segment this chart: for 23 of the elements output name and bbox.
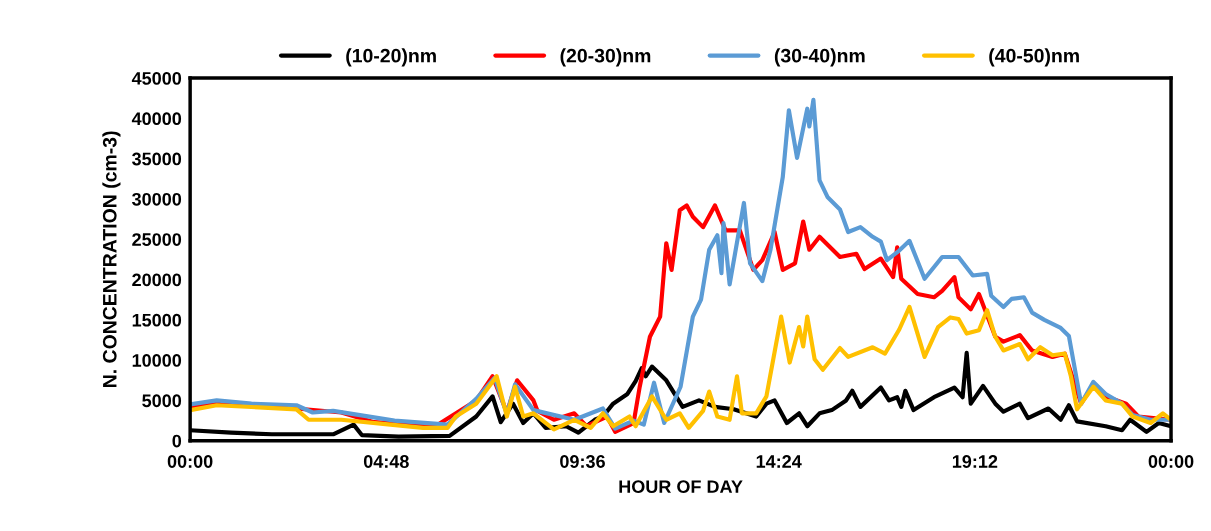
legend-label: (20-30)nm [560, 48, 651, 67]
y-axis-title: N. CONCENTRATION (cm-3) [102, 131, 121, 388]
x-tick-label: 00:00 [1148, 455, 1194, 468]
x-tick-label: 00:00 [167, 455, 213, 468]
y-tick-label: 0 [172, 434, 182, 448]
x-tick-label: 04:48 [363, 455, 409, 468]
y-tick-label: 45000 [131, 71, 182, 85]
y-tick-label: 25000 [132, 233, 182, 246]
y-tick-label: 30000 [132, 192, 182, 206]
x-tick-label: 19:12 [952, 455, 998, 468]
legend-label: (10-20)nm [346, 48, 436, 67]
legend-label: (30-40)nm [774, 48, 865, 67]
y-tick-label: 10000 [132, 354, 182, 367]
x-tick-label: 14:24 [756, 455, 802, 468]
y-tick-label: 5000 [142, 394, 182, 408]
y-tick-label: 40000 [131, 112, 182, 126]
x-axis-title: HOUR OF DAY [619, 480, 743, 494]
y-tick-label: 20000 [132, 273, 182, 287]
legend-label: (40-50)nm [989, 48, 1079, 67]
x-tick-label: 09:36 [560, 455, 605, 468]
y-tick-label: 35000 [132, 152, 182, 166]
y-tick-label: 15000 [132, 313, 182, 327]
line-series [190, 304, 1172, 432]
